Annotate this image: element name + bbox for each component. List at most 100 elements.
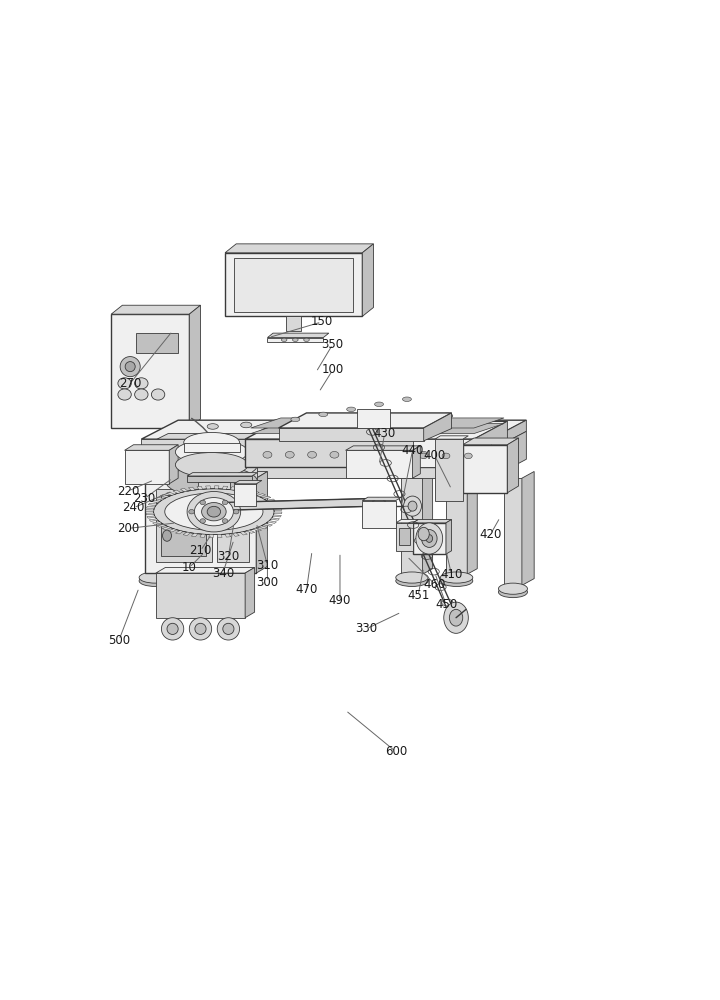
Text: 490: 490 — [329, 594, 351, 607]
Ellipse shape — [408, 501, 417, 511]
Polygon shape — [266, 499, 275, 503]
Polygon shape — [245, 439, 474, 467]
Ellipse shape — [207, 424, 218, 429]
Polygon shape — [157, 434, 277, 439]
Text: 500: 500 — [108, 634, 130, 647]
Polygon shape — [198, 534, 206, 537]
Polygon shape — [125, 450, 169, 484]
Text: 200: 200 — [117, 522, 139, 535]
Ellipse shape — [304, 338, 310, 342]
Ellipse shape — [319, 412, 328, 417]
Polygon shape — [146, 506, 156, 509]
Ellipse shape — [441, 413, 453, 419]
Ellipse shape — [222, 500, 228, 505]
Polygon shape — [490, 431, 526, 478]
Polygon shape — [156, 573, 245, 618]
Polygon shape — [446, 478, 467, 574]
Polygon shape — [214, 486, 222, 489]
Ellipse shape — [444, 602, 468, 633]
Ellipse shape — [207, 506, 220, 517]
Polygon shape — [225, 244, 374, 253]
Polygon shape — [467, 473, 477, 574]
Text: 100: 100 — [322, 363, 344, 376]
Polygon shape — [435, 436, 468, 439]
Ellipse shape — [498, 583, 528, 594]
Ellipse shape — [441, 572, 473, 583]
Polygon shape — [222, 534, 231, 537]
Ellipse shape — [402, 397, 411, 401]
Polygon shape — [274, 512, 282, 515]
Polygon shape — [399, 528, 410, 545]
Polygon shape — [346, 446, 420, 450]
Ellipse shape — [374, 402, 384, 406]
Text: 451: 451 — [407, 589, 429, 602]
Polygon shape — [149, 518, 158, 521]
Ellipse shape — [372, 498, 386, 506]
Ellipse shape — [176, 453, 248, 477]
Text: 460: 460 — [423, 578, 446, 591]
Ellipse shape — [441, 575, 473, 586]
Ellipse shape — [151, 389, 165, 400]
Ellipse shape — [165, 493, 263, 530]
Polygon shape — [237, 488, 245, 492]
Polygon shape — [423, 413, 451, 441]
Polygon shape — [214, 534, 222, 538]
Polygon shape — [230, 487, 237, 491]
Ellipse shape — [217, 618, 240, 640]
Ellipse shape — [161, 618, 184, 640]
Ellipse shape — [372, 498, 386, 514]
Text: 470: 470 — [295, 583, 318, 596]
Polygon shape — [206, 486, 214, 489]
Polygon shape — [274, 509, 282, 512]
Polygon shape — [504, 478, 522, 585]
Ellipse shape — [419, 451, 428, 458]
Ellipse shape — [396, 572, 428, 583]
Polygon shape — [356, 409, 390, 428]
Polygon shape — [261, 496, 271, 500]
Polygon shape — [245, 421, 508, 439]
Polygon shape — [261, 523, 272, 526]
Ellipse shape — [404, 496, 421, 516]
Text: 340: 340 — [212, 567, 234, 580]
Polygon shape — [181, 488, 191, 492]
Polygon shape — [396, 520, 418, 523]
Polygon shape — [256, 494, 266, 498]
Ellipse shape — [195, 623, 206, 634]
Polygon shape — [256, 526, 267, 529]
Polygon shape — [111, 305, 200, 314]
Ellipse shape — [135, 389, 148, 400]
Text: 320: 320 — [217, 550, 240, 563]
Polygon shape — [251, 418, 504, 428]
Ellipse shape — [396, 575, 428, 586]
Text: 600: 600 — [384, 745, 407, 758]
Polygon shape — [141, 420, 526, 439]
Ellipse shape — [408, 415, 419, 420]
Ellipse shape — [418, 527, 429, 541]
Ellipse shape — [330, 451, 339, 458]
Polygon shape — [156, 497, 166, 500]
Polygon shape — [189, 478, 210, 574]
Ellipse shape — [187, 491, 240, 532]
Polygon shape — [156, 567, 255, 573]
Polygon shape — [413, 446, 420, 478]
Polygon shape — [279, 428, 423, 441]
Ellipse shape — [441, 451, 451, 458]
Polygon shape — [362, 501, 396, 528]
Ellipse shape — [449, 609, 463, 626]
Polygon shape — [111, 314, 189, 428]
Polygon shape — [413, 523, 446, 554]
Polygon shape — [141, 439, 490, 450]
Text: 10: 10 — [182, 561, 197, 574]
Polygon shape — [145, 472, 267, 478]
Text: 300: 300 — [256, 576, 279, 589]
Text: 150: 150 — [310, 315, 333, 328]
Polygon shape — [269, 502, 279, 506]
Polygon shape — [148, 503, 158, 506]
Text: 210: 210 — [189, 544, 212, 557]
Polygon shape — [446, 520, 451, 554]
Polygon shape — [234, 484, 256, 506]
Ellipse shape — [464, 451, 473, 458]
Polygon shape — [267, 338, 323, 342]
Text: 420: 420 — [480, 528, 502, 541]
Polygon shape — [251, 424, 504, 434]
